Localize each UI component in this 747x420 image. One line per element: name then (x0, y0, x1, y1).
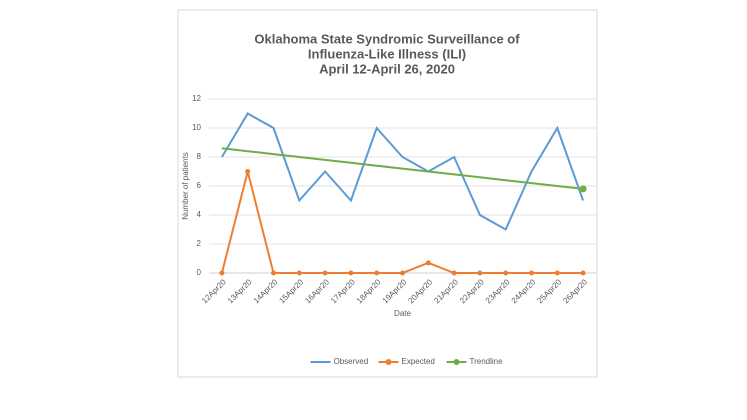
data-point (245, 169, 251, 174)
data-point (554, 270, 560, 276)
data-point (451, 270, 457, 276)
data-point (503, 270, 509, 276)
data-point (400, 270, 405, 276)
x-axis-label: Date (394, 309, 411, 318)
data-point (529, 270, 534, 276)
legend-label: Expected (402, 357, 435, 366)
chart-frame (177, 9, 598, 378)
y-tick-label: 4 (197, 210, 202, 219)
series-line (221, 112, 585, 231)
data-point (348, 270, 354, 276)
legend-marker (453, 359, 460, 365)
y-tick-label: 6 (197, 181, 202, 190)
series-line (221, 147, 584, 190)
data-point (374, 270, 380, 276)
y-axis-label: Number of patients (181, 152, 190, 220)
data-point (322, 270, 328, 276)
y-tick-label: 2 (197, 239, 202, 248)
y-tick-label: 0 (197, 268, 202, 277)
data-point (580, 270, 586, 276)
legend-marker (385, 359, 392, 365)
data-point (219, 270, 225, 276)
data-point (425, 260, 431, 266)
y-tick-label: 8 (197, 152, 202, 161)
legend-label: Trendline (470, 357, 504, 366)
chart-title: April 12-April 26, 2020 (319, 61, 455, 76)
data-point (477, 270, 483, 276)
y-tick-label: 10 (192, 123, 201, 132)
chart-title: Influenza-Like Illness (ILI) (308, 46, 466, 61)
legend-label: Observed (334, 357, 369, 366)
data-point (579, 185, 587, 193)
chart-title: Oklahoma State Syndromic Surveillance of (254, 31, 520, 46)
y-tick-label: 12 (192, 94, 201, 103)
data-point (271, 270, 276, 276)
data-point (296, 270, 302, 276)
